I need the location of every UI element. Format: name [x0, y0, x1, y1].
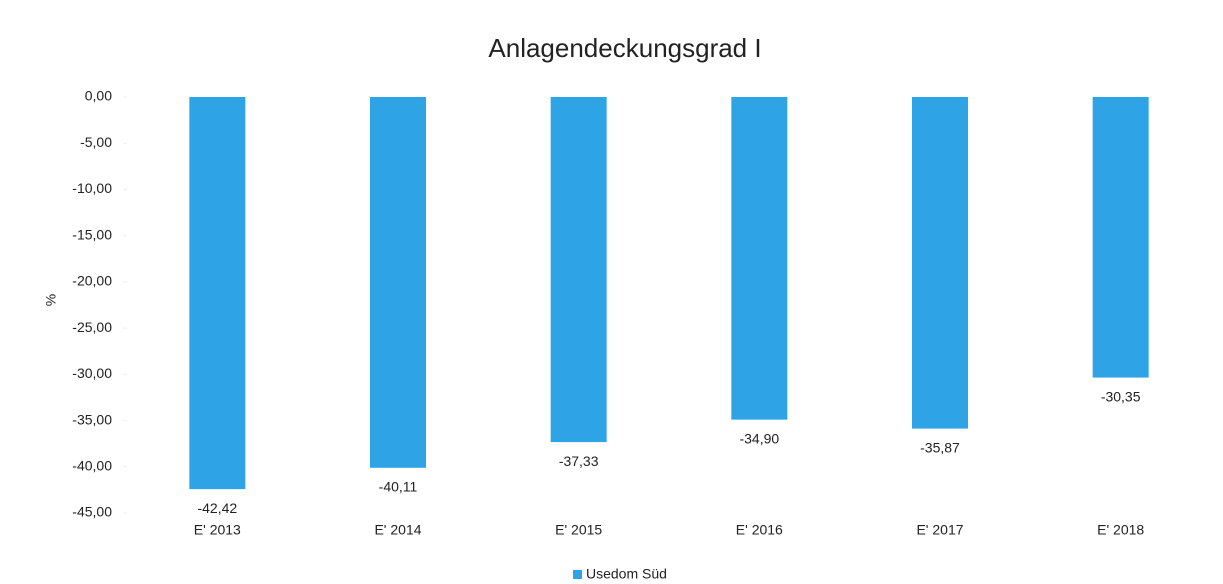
x-tick-label: E' 2017 [916, 522, 963, 538]
x-tick-label: E' 2018 [1097, 522, 1144, 538]
bar [912, 97, 968, 429]
data-label: -30,35 [1101, 388, 1141, 404]
y-tick-label: -30,00 [72, 365, 112, 381]
data-label: -37,33 [559, 453, 599, 469]
legend-swatch [573, 570, 582, 579]
bar [370, 97, 426, 468]
legend-label: Usedom Süd [586, 566, 667, 582]
y-tick-label: -25,00 [72, 319, 112, 335]
bar [731, 97, 788, 420]
x-tick-label: E' 2013 [194, 522, 241, 538]
chart-title: Anlagendeckungsgrad I [488, 33, 761, 63]
data-label: -40,11 [379, 478, 418, 494]
data-label: -34,90 [739, 430, 779, 446]
x-tick-label: E' 2014 [374, 522, 421, 538]
y-tick-label: -20,00 [72, 273, 112, 289]
y-tick-label: -5,00 [80, 134, 112, 150]
y-tick-label: -10,00 [72, 180, 112, 196]
bar [1092, 97, 1149, 378]
y-tick-label: 0,00 [85, 88, 112, 104]
y-axis-label: % [43, 294, 59, 306]
x-tick-label: E' 2015 [555, 522, 602, 538]
y-tick-label: -40,00 [72, 457, 112, 473]
bar [550, 97, 607, 443]
y-tick-label: -35,00 [72, 411, 112, 427]
data-label: -35,87 [920, 439, 960, 455]
x-tick-label: E' 2016 [736, 522, 783, 538]
data-label: -42,42 [197, 500, 237, 516]
y-tick-label: -15,00 [72, 226, 112, 242]
bar [189, 97, 246, 490]
y-tick-label: -45,00 [72, 504, 112, 520]
